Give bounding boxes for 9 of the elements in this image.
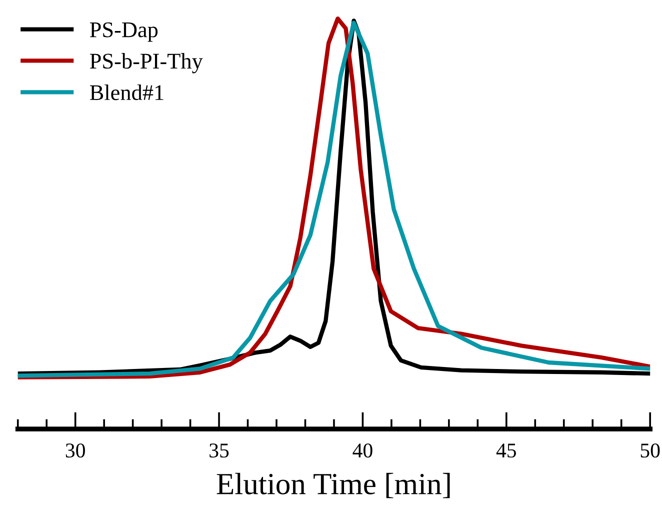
- x-tick-label: 30: [66, 443, 85, 458]
- x-tick-label: 50: [640, 443, 660, 458]
- legend-label: PS-b-PI-Thy: [90, 53, 203, 74]
- x-tick-label: 35: [210, 444, 229, 458]
- legend-label: Blend#1: [90, 84, 164, 100]
- x-axis-title: Elution Time [min]: [216, 472, 450, 498]
- x-tick-label: 45: [496, 444, 516, 458]
- legend-label: PS-Dap: [90, 22, 158, 42]
- x-tick-label: 40: [352, 443, 372, 458]
